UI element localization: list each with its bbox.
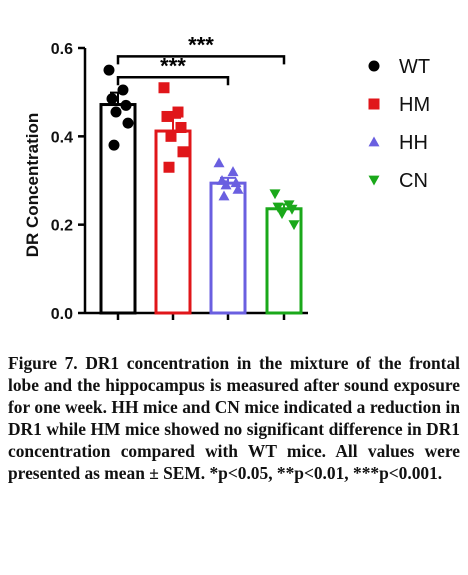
- data-point-hm: [165, 130, 177, 142]
- data-point-hh: [230, 177, 242, 188]
- data-point-hm: [172, 106, 184, 118]
- significance-label: ***: [188, 32, 214, 57]
- y-tick-label: 0.2: [51, 218, 73, 235]
- legend-marker-hm: [368, 98, 380, 110]
- y-tick-label: 0.6: [51, 41, 73, 58]
- data-point-wt: [117, 84, 129, 96]
- data-point-wt: [108, 139, 120, 151]
- data-point-hm: [158, 82, 170, 94]
- data-point-wt: [103, 64, 115, 76]
- y-tick-label: 0.0: [51, 306, 73, 323]
- data-point-cn: [269, 189, 281, 200]
- legend-marker-hh: [368, 136, 380, 147]
- data-point-cn: [272, 202, 284, 213]
- data-point-hh: [220, 179, 232, 190]
- data-point-hh: [227, 166, 239, 177]
- legend-marker-cn: [368, 175, 380, 186]
- data-point-hm: [177, 146, 189, 158]
- plot-area: 0.00.20.40.6******: [51, 32, 308, 323]
- bar-hm: [154, 129, 192, 315]
- data-point-wt: [110, 106, 122, 118]
- data-point-cn: [286, 204, 298, 215]
- data-point-wt: [120, 99, 132, 111]
- data-point-cn: [276, 209, 288, 220]
- y-axis-label: DR Concentration: [23, 113, 42, 258]
- data-point-hm: [175, 122, 187, 133]
- data-point-hm: [163, 161, 175, 173]
- bar-hh: [209, 181, 247, 315]
- y-tick-label: 0.4: [51, 129, 73, 146]
- data-point-hh: [232, 183, 244, 194]
- significance-bracket: [116, 76, 230, 86]
- figure-caption: Figure 7. DR1 concentration in the mixtu…: [8, 353, 460, 483]
- significance-bracket: [116, 55, 286, 65]
- data-point-hm: [161, 110, 173, 122]
- legend: WT HM HH CN: [368, 56, 430, 192]
- legend-label-cn: CN: [399, 170, 428, 192]
- data-point-hh: [213, 157, 225, 168]
- bar-wt: [99, 103, 137, 315]
- data-point-wt: [106, 93, 118, 105]
- legend-label-hh: HH: [399, 132, 428, 154]
- bar-chart: DR Concentration 0.00.20.40.6****** WTHM…: [23, 32, 430, 323]
- data-point-hh: [218, 190, 230, 201]
- legend-label-wt: WT: [399, 56, 430, 78]
- legend-label-hm: HM: [399, 94, 430, 116]
- data-point-wt: [122, 117, 134, 129]
- legend-marker-wt: [368, 60, 380, 72]
- data-point-cn: [288, 220, 300, 231]
